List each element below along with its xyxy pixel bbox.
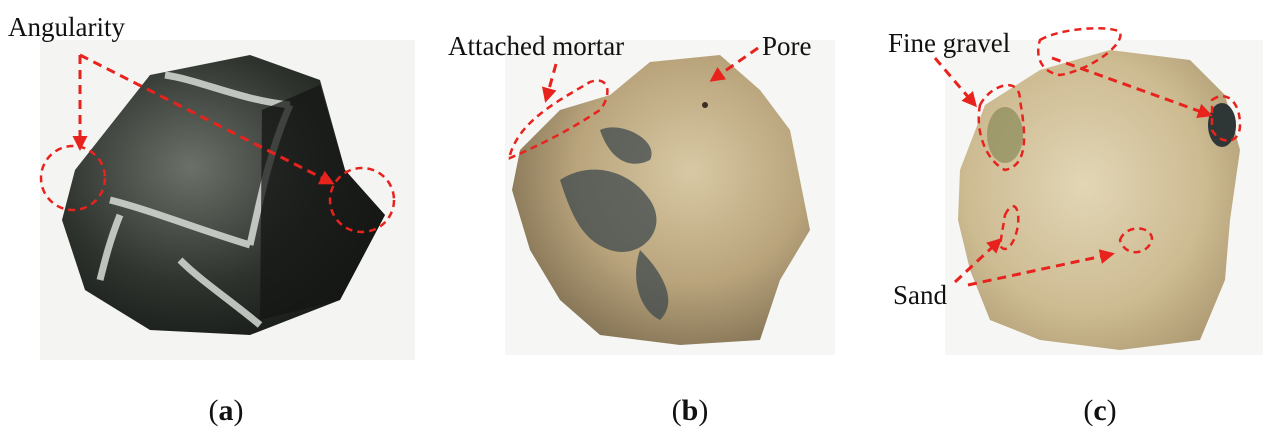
- panel-b: Attached mortar Pore (b): [448, 31, 835, 427]
- annotation-label: Sand: [893, 280, 948, 310]
- figure: Angularity (a) Attached mortar Pore (b) …: [0, 0, 1264, 437]
- annotation-label: Fine gravel: [888, 28, 1010, 58]
- panel-a: Angularity (a): [8, 12, 415, 427]
- pore: [702, 102, 708, 108]
- annotation-label: Pore: [762, 31, 812, 61]
- annotation-label: Attached mortar: [448, 31, 624, 61]
- caption: (b): [672, 394, 709, 427]
- fine-gravel: [987, 107, 1023, 163]
- caption: (c): [1083, 394, 1116, 427]
- panel-c: Fine gravel Sand (c): [888, 28, 1263, 427]
- annotation-label: Angularity: [8, 12, 125, 42]
- caption: (a): [209, 394, 244, 427]
